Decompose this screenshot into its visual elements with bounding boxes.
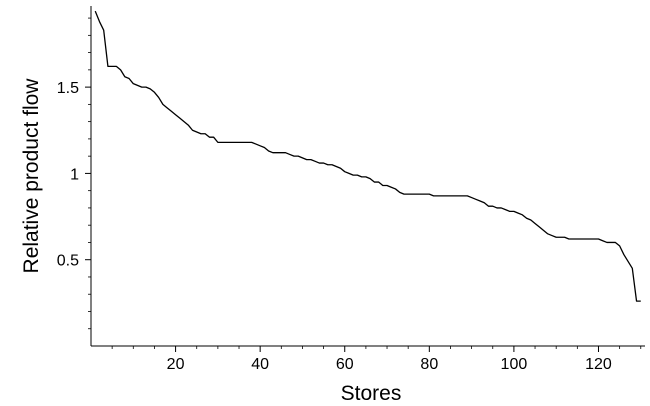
- x-tick-label: 120: [585, 356, 612, 373]
- y-axis-title: Relative product flow: [20, 78, 43, 274]
- x-tick-label: 100: [501, 356, 528, 373]
- plot-area: [94, 10, 641, 302]
- y-axis: 0.5 1 1.5: [57, 6, 92, 346]
- series-line: [94, 10, 641, 302]
- x-axis-title: Stores: [341, 382, 402, 405]
- x-tick-label: 40: [251, 356, 269, 373]
- y-tick-label: 1: [70, 166, 79, 183]
- y-tick-label: 0.5: [57, 253, 79, 270]
- x-tick-label: 80: [420, 356, 438, 373]
- x-tick-label: 20: [167, 356, 185, 373]
- x-axis: 20 40 60 80 100 120: [91, 345, 645, 373]
- y-tick-label: 1.5: [57, 80, 79, 97]
- x-tick-label: 60: [336, 356, 354, 373]
